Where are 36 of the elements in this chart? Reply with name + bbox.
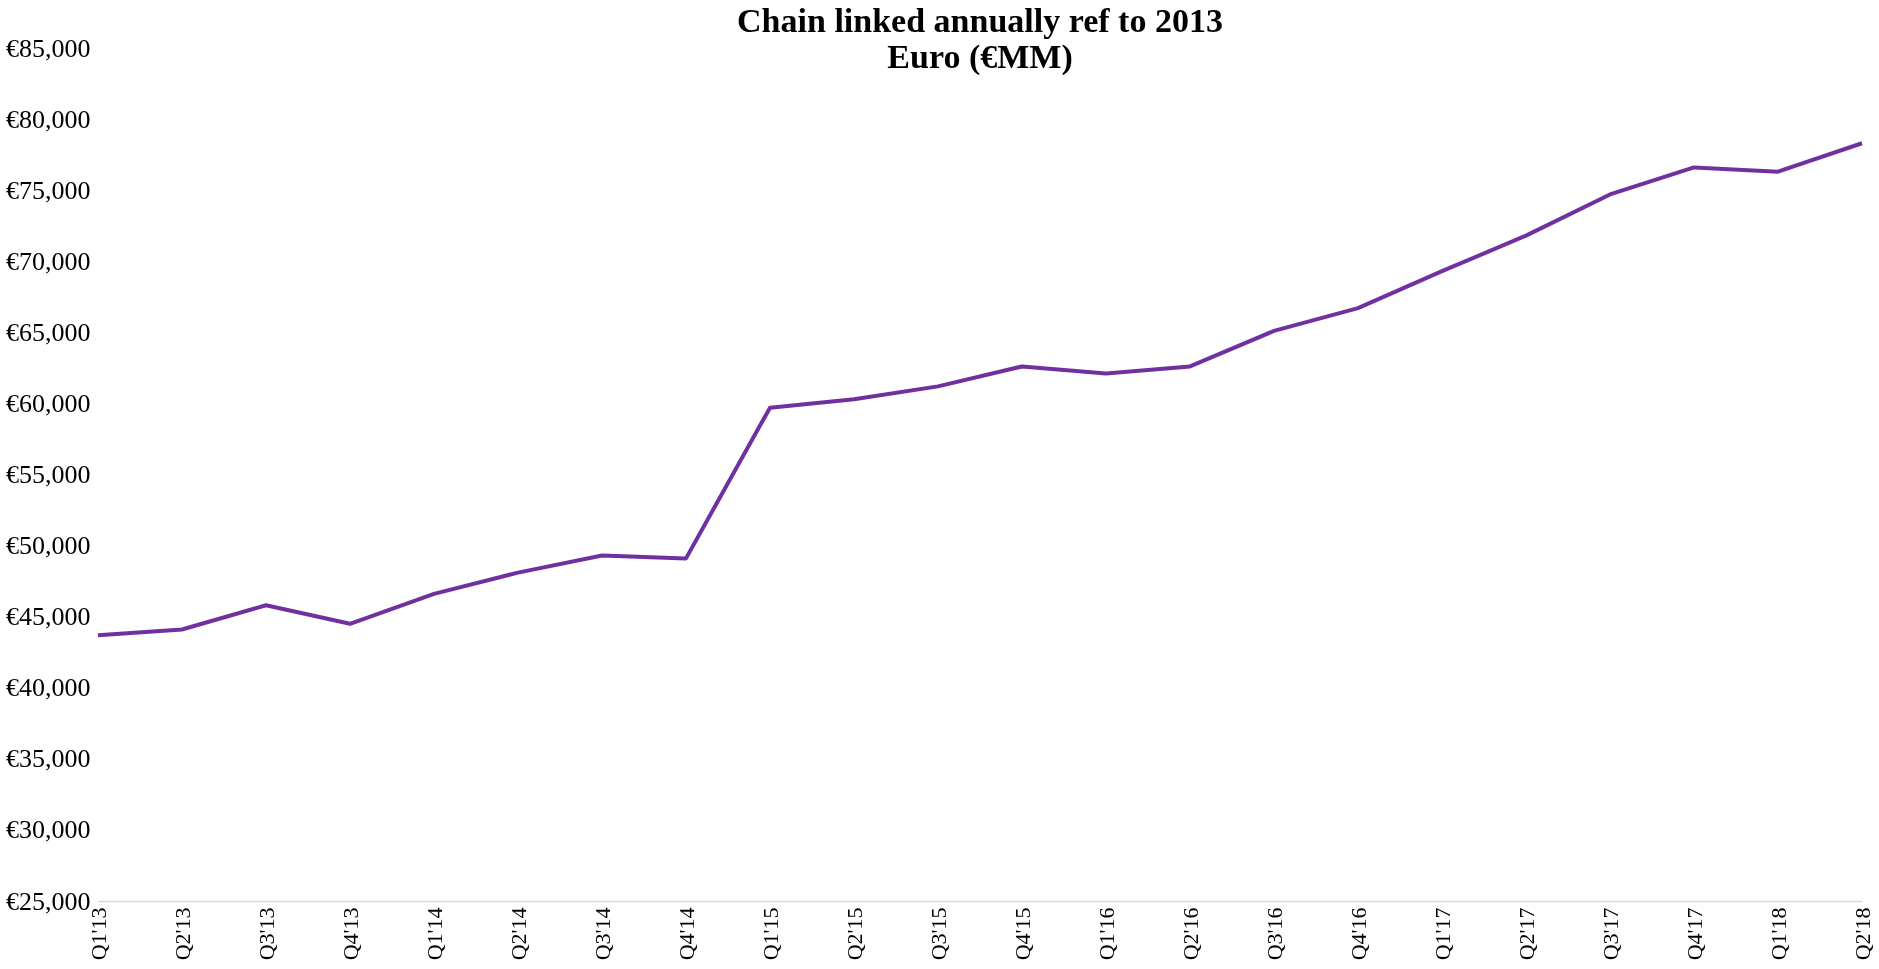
y-tick-label: €75,000 — [6, 175, 91, 205]
y-tick-label: €55,000 — [6, 460, 91, 489]
y-tick-label: €30,000 — [6, 815, 91, 845]
x-tick-label: Q4'13 — [337, 907, 363, 961]
y-tick-label: €65,000 — [6, 317, 91, 347]
y-tick-label: €70,000 — [6, 246, 91, 276]
text: Chain linked annually ref to 2013 — [737, 2, 1223, 39]
y-tick-label: €45,000 — [6, 602, 91, 632]
y-tick-label: €80,000 — [6, 104, 91, 134]
x-tick-label: Q2'18 — [1849, 907, 1875, 961]
x-tick-label: Q3'13 — [253, 907, 279, 961]
x-tick-label: Q1'15 — [757, 907, 783, 961]
x-tick-label: Q3'14 — [589, 907, 615, 961]
x-tick-label: Q2'13 — [169, 907, 195, 961]
x-tick-label: Q4'16 — [1345, 907, 1371, 961]
x-tick-label: Q1'18 — [1765, 907, 1791, 961]
x-tick-label: Q4'14 — [673, 907, 699, 961]
x-tick-label: Q4'17 — [1681, 907, 1707, 961]
text: Euro (€MM) — [887, 38, 1073, 75]
y-tick-label: €60,000 — [6, 388, 91, 418]
x-tick-label: Q3'16 — [1261, 907, 1287, 961]
x-tick-label: Q1'14 — [421, 907, 447, 961]
x-tick-label: Q3'15 — [925, 907, 951, 961]
y-tick-label: €85,000 — [6, 33, 91, 63]
y-tick-label: €40,000 — [6, 673, 91, 703]
x-tick-label: Q2'17 — [1513, 907, 1539, 961]
x-tick-label: Q2'14 — [505, 907, 531, 961]
x-tick-label: Q3'17 — [1597, 907, 1623, 961]
x-tick-label: Q2'15 — [841, 907, 867, 961]
x-tick-label: Q1'16 — [1093, 907, 1119, 961]
y-tick-label: €50,000 — [6, 531, 91, 561]
y-tick-label: €35,000 — [6, 744, 91, 774]
x-tick-label: Q1'17 — [1429, 907, 1455, 961]
x-tick-label: Q4'15 — [1009, 907, 1035, 961]
x-tick-label: Q2'16 — [1177, 907, 1203, 961]
line-series — [96, 141, 1864, 638]
